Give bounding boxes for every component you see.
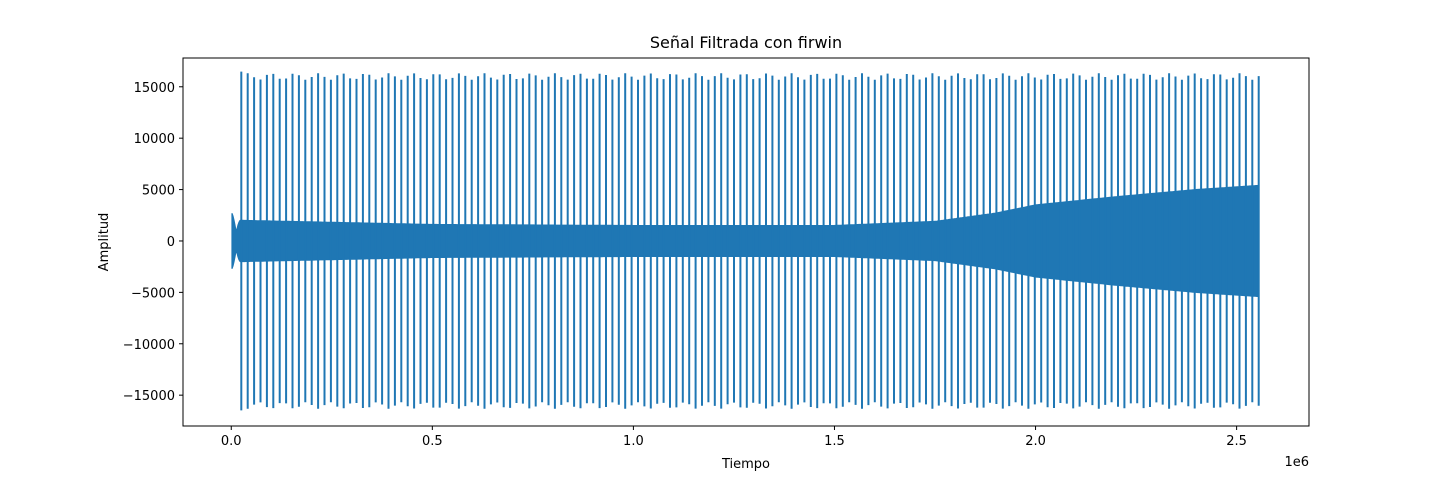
y-tick-label: −5000 [131, 286, 175, 301]
x-tick-label: 1.5 [824, 434, 845, 449]
chart-title: Señal Filtrada con firwin [650, 33, 842, 52]
y-tick-label: −15000 [123, 389, 175, 404]
series-layer [231, 71, 1260, 411]
axes-layer: 0.0 0.5 1.0 1.5 2.0 2.5 −15000 −10000 −5000 0 5000… [123, 81, 1247, 449]
x-tick-label: 0.0 [221, 434, 242, 449]
y-axis-label: Amplitud [97, 213, 112, 272]
x-tick-label: 2.5 [1226, 434, 1247, 449]
x-tick-label: 2.0 [1025, 434, 1046, 449]
y-tick-label: 15000 [134, 81, 175, 96]
plot-frame [182, 57, 1310, 427]
y-tick-label: 5000 [142, 184, 175, 199]
x-tick-label: 1.0 [623, 434, 644, 449]
x-axis-label: Tiempo [721, 457, 770, 472]
x-axis-offset-label: 1e6 [1284, 455, 1309, 470]
series-spike-lines [240, 71, 1260, 411]
y-tick-label: 0 [167, 235, 175, 250]
x-tick-label: 0.5 [422, 434, 443, 449]
y-tick-label: 10000 [134, 132, 175, 147]
y-tick-label: −10000 [123, 338, 175, 353]
